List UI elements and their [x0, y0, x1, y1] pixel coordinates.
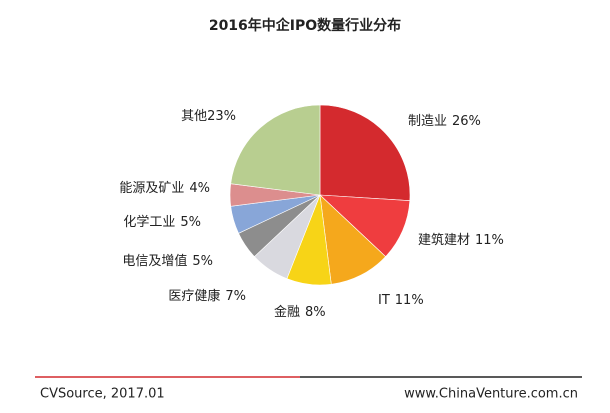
footer-source: CVSource, 2017.01 [40, 387, 165, 402]
value-label: 11% [475, 233, 504, 248]
value-label: 5% [180, 215, 201, 230]
category-label: 医疗健康 [168, 288, 220, 304]
category-label: 电信及增值 [122, 253, 187, 269]
slice-label: 制造业 26% [408, 114, 481, 129]
value-label: 11% [395, 293, 424, 308]
slice-label: 建筑建材 11% [418, 232, 504, 248]
slice-label: 医疗健康 7% [168, 288, 246, 304]
category-label: 建筑建材 [418, 232, 470, 248]
slice-label: 金融 8% [274, 304, 326, 320]
slice-label: 化学工业 5% [123, 214, 201, 230]
pie-slice [230, 104, 321, 196]
value-label: 7% [225, 289, 246, 304]
category-label: 其他 [181, 109, 207, 124]
slice-label: 其他23% [181, 109, 236, 124]
category-label: 化学工业 [123, 214, 175, 230]
footer-website: www.ChinaVenture.com.cn [404, 387, 578, 402]
category-label: 制造业 [408, 114, 447, 129]
value-label: 5% [192, 254, 213, 269]
pie-slice [319, 104, 411, 201]
category-label: 金融 [274, 304, 300, 320]
slice-label: 电信及增值 5% [122, 253, 213, 269]
value-label: 8% [305, 305, 326, 320]
slice-label: IT 11% [378, 293, 424, 308]
value-label: 23% [207, 109, 236, 124]
slice-label: 能源及矿业 4% [119, 181, 210, 196]
category-label: IT [378, 293, 390, 308]
category-label: 能源及矿业 [119, 181, 184, 196]
value-label: 4% [189, 181, 210, 196]
chart-title: 2016年中企IPO数量行业分布 [209, 17, 401, 34]
value-label: 26% [452, 114, 481, 129]
